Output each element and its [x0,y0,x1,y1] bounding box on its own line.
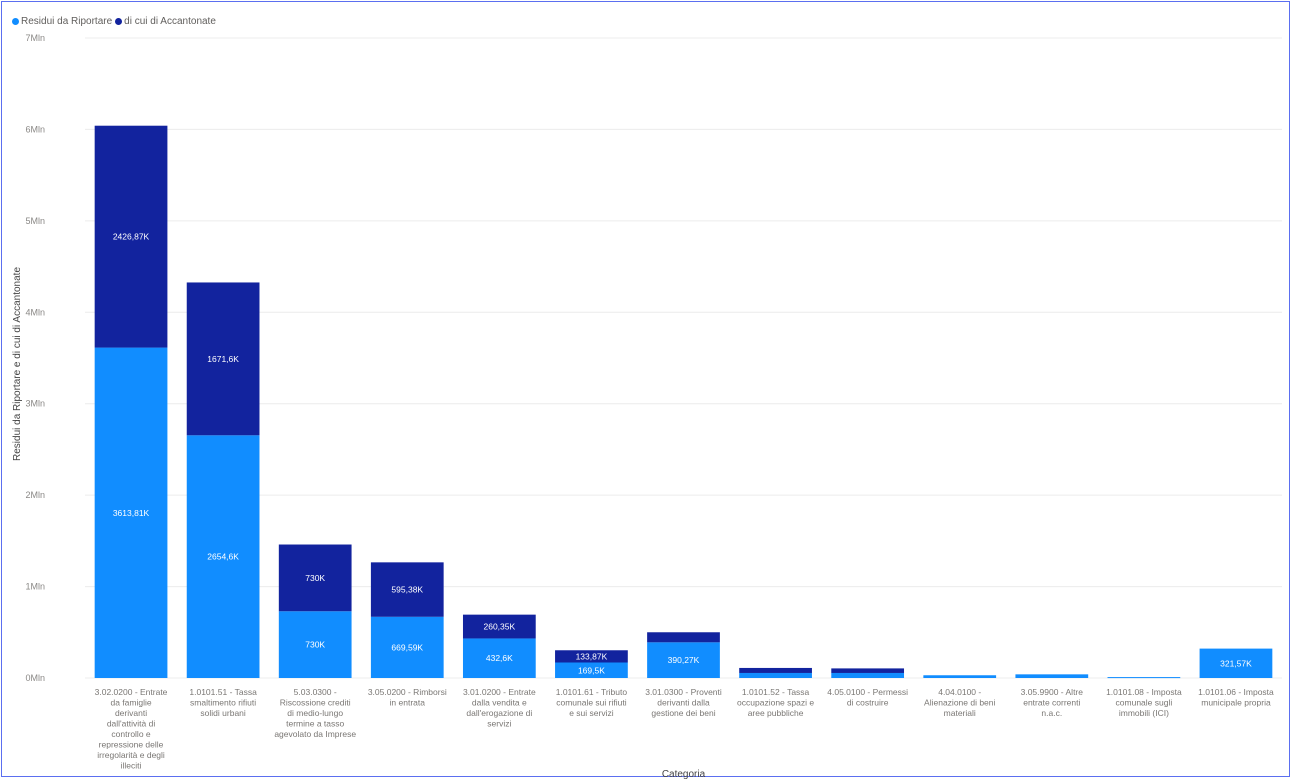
legend-item-residui[interactable]: Residui da Riportare [12,16,112,27]
y-tick-label: 2Mln [25,490,45,500]
bar-accantonate [94,125,168,348]
x-tick-label: 1.0101.52 - Tassa occupazione spazi e aree… [737,687,814,718]
y-tick-label: 5Mln [25,216,45,226]
y-tick-label: 4Mln [25,307,45,317]
data-label-accantonate: 2426,87K [113,232,150,242]
legend: Residui da Riportare di cui di Accantona… [12,16,219,27]
x-tick-label: 4.04.0100 -Alienazione di beni materiali [924,687,995,718]
data-label-accantonate: 260,35K [484,622,516,632]
x-tick-label: 3.05.9900 - Altre entrate correnti n.a.c. [1021,687,1084,718]
bar-residui [278,611,352,678]
bar-residui [739,672,812,678]
bar-residui [1199,648,1273,678]
bar-residui [555,662,628,678]
bar-accantonate [370,562,444,617]
data-label-residui: 2654,6K [207,552,239,562]
bar-residui [647,642,720,678]
y-axis-title: Residui da Riportare e di cui di Accanto… [12,267,23,461]
x-tick-label: 3.01.0300 - Proventi derivanti dalla gesti… [645,687,722,718]
data-label-residui: 3613,81K [113,508,150,518]
bar-accantonate [647,632,720,643]
data-label-residui: 169,5K [578,665,605,675]
bar-accantonate [831,668,905,673]
data-label-residui: 730K [305,640,325,650]
x-tick-label: 3.05.0200 - Rimborsi in entrata [368,687,447,708]
y-tick-label: 0Mln [25,673,45,683]
legend-dot-accantonate [115,18,123,25]
x-tick-label: 1.0101.51 - Tassa smaltimento rifiuti soli… [189,687,257,718]
x-tick-label: 1.0101.06 - Imposta municipale propria [1198,687,1274,708]
data-label-residui: 432,6K [486,653,513,663]
bar-residui [831,672,905,678]
data-label-accantonate: 595,38K [391,585,423,595]
bar-accantonate [555,650,628,663]
bar-accantonate [186,282,260,436]
y-tick-label: 1Mln [25,582,45,592]
x-tick-label: 3.02.0200 - Entrate da famiglie derivanti d… [95,687,168,771]
data-label-accantonate: 133,87K [576,651,608,661]
bar-accantonate [462,614,536,639]
bar-accantonate [739,667,812,673]
data-label-accantonate: 730K [305,573,325,583]
legend-label-accantonate: di cui di Accantonate [124,16,216,27]
data-label-accantonate: 1671,6K [207,354,239,364]
bar-residui [1015,674,1089,678]
data-label-residui: 390,27K [668,655,700,665]
y-tick-label: 3Mln [25,399,45,409]
bar-residui [370,616,444,678]
bar-residui [462,638,536,678]
legend-item-accantonate[interactable]: di cui di Accantonate [115,16,216,27]
legend-dot-residui [12,18,19,25]
bar-residui [1107,677,1181,679]
bar-residui [186,435,260,678]
y-tick-label: 7Mln [25,33,45,43]
x-tick-label: 1.0101.08 - Imposta comunale sugli immobil… [1106,687,1182,718]
bar-residui [923,675,997,678]
legend-label-residui: Residui da Riportare [21,16,113,27]
x-tick-label: 4.05.0100 - Permessi di costruire [827,687,908,708]
x-axis-title: Categoria [662,769,706,780]
bar-residui [94,347,168,678]
y-tick-label: 6Mln [25,124,45,134]
x-tick-label: 1.0101.61 - Tributo comunale sui rifiuti e… [556,687,628,718]
data-label-residui: 669,59K [391,642,423,652]
x-tick-label: 5.03.0300 -Riscossione crediti di medio-l… [274,687,356,739]
bar-accantonate [278,544,352,612]
x-tick-label: 3.01.0200 - Entrate dalla vendita e dall'e… [463,687,536,729]
data-label-residui: 321,57K [1220,658,1252,668]
